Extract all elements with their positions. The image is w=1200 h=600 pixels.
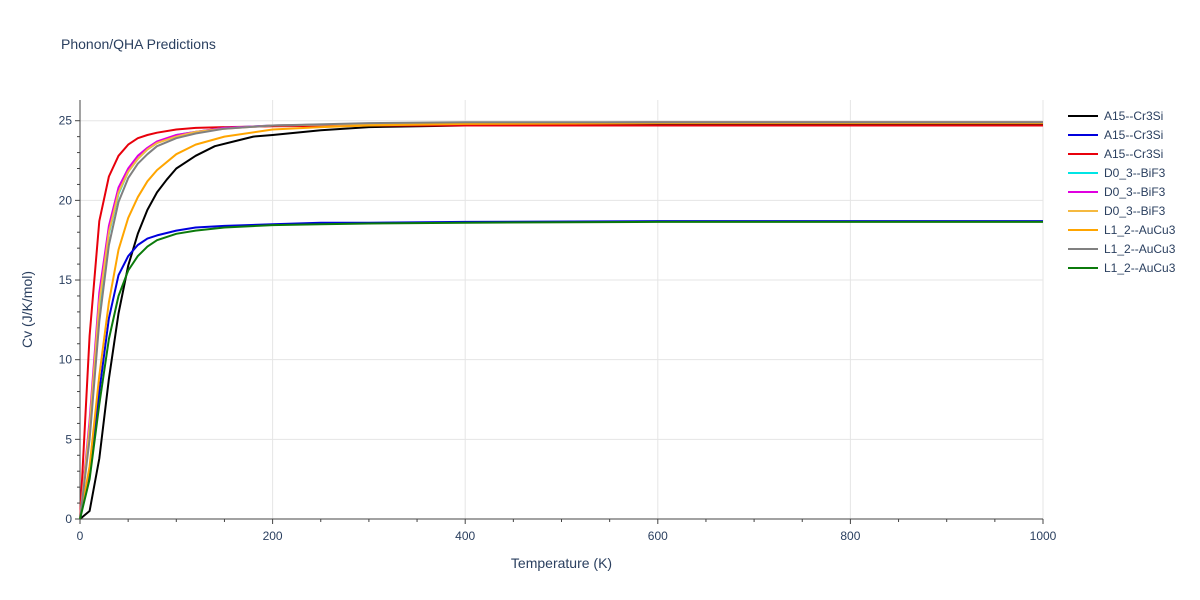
legend-swatch	[1068, 209, 1098, 212]
legend-item[interactable]: A15--Cr3Si	[1068, 144, 1175, 163]
series-line[interactable]	[79, 220, 1043, 520]
series-line[interactable]	[79, 124, 1043, 520]
legend-label: A15--Cr3Si	[1104, 146, 1164, 161]
y-tick-label: 0	[65, 512, 72, 526]
legend-label: A15--Cr3Si	[1104, 108, 1164, 123]
series-line[interactable]	[79, 220, 1043, 520]
x-tick-label: 600	[648, 529, 668, 543]
legend-label: D0_3--BiF3	[1104, 203, 1166, 218]
legend: A15--Cr3Si A15--Cr3Si A15--Cr3Si D0_3--BiF3…	[1068, 106, 1175, 277]
legend-label: L1_2--AuCu3	[1104, 222, 1176, 237]
x-tick-label: 400	[455, 529, 475, 543]
legend-item[interactable]: D0_3--BiF3	[1068, 163, 1175, 182]
legend-label: L1_2--AuCu3	[1104, 241, 1176, 256]
series-line[interactable]	[79, 122, 1043, 520]
x-tick-label: 800	[840, 529, 860, 543]
legend-swatch	[1068, 171, 1098, 174]
legend-item[interactable]: A15--Cr3Si	[1068, 125, 1175, 144]
legend-label: L1_2--AuCu3	[1104, 260, 1176, 275]
legend-swatch	[1068, 114, 1098, 117]
y-tick-label: 15	[59, 273, 73, 287]
y-tick-label: 5	[65, 432, 72, 446]
series-line[interactable]	[79, 121, 1043, 520]
chart-title: Phonon/QHA Predictions	[61, 36, 216, 52]
legend-item[interactable]: D0_3--BiF3	[1068, 201, 1175, 220]
y-tick-label: 20	[59, 193, 73, 207]
legend-swatch	[1068, 266, 1098, 269]
legend-item[interactable]: L1_2--AuCu3	[1068, 258, 1175, 277]
legend-item[interactable]: A15--Cr3Si	[1068, 106, 1175, 125]
legend-swatch	[1068, 190, 1098, 193]
legend-item[interactable]: L1_2--AuCu3	[1068, 220, 1175, 239]
series-line[interactable]	[79, 121, 1043, 520]
legend-label: A15--Cr3Si	[1104, 127, 1164, 142]
legend-item[interactable]: L1_2--AuCu3	[1068, 239, 1175, 258]
series-line[interactable]	[79, 121, 1043, 520]
legend-swatch	[1068, 228, 1098, 231]
legend-label: D0_3--BiF3	[1104, 184, 1166, 199]
series-line[interactable]	[79, 122, 1043, 520]
legend-swatch	[1068, 152, 1098, 155]
legend-swatch	[1068, 133, 1098, 136]
y-axis-title: Cv (J/K/mol)	[19, 271, 35, 348]
x-tick-label: 200	[263, 529, 283, 543]
legend-swatch	[1068, 247, 1098, 250]
legend-label: D0_3--BiF3	[1104, 165, 1166, 180]
x-tick-label: 0	[77, 529, 84, 543]
y-tick-label: 25	[59, 114, 73, 128]
y-tick-label: 10	[59, 353, 73, 367]
legend-item[interactable]: D0_3--BiF3	[1068, 182, 1175, 201]
x-tick-label: 1000	[1030, 529, 1057, 543]
x-axis-title: Temperature (K)	[511, 555, 612, 571]
series-line[interactable]	[79, 121, 1043, 520]
